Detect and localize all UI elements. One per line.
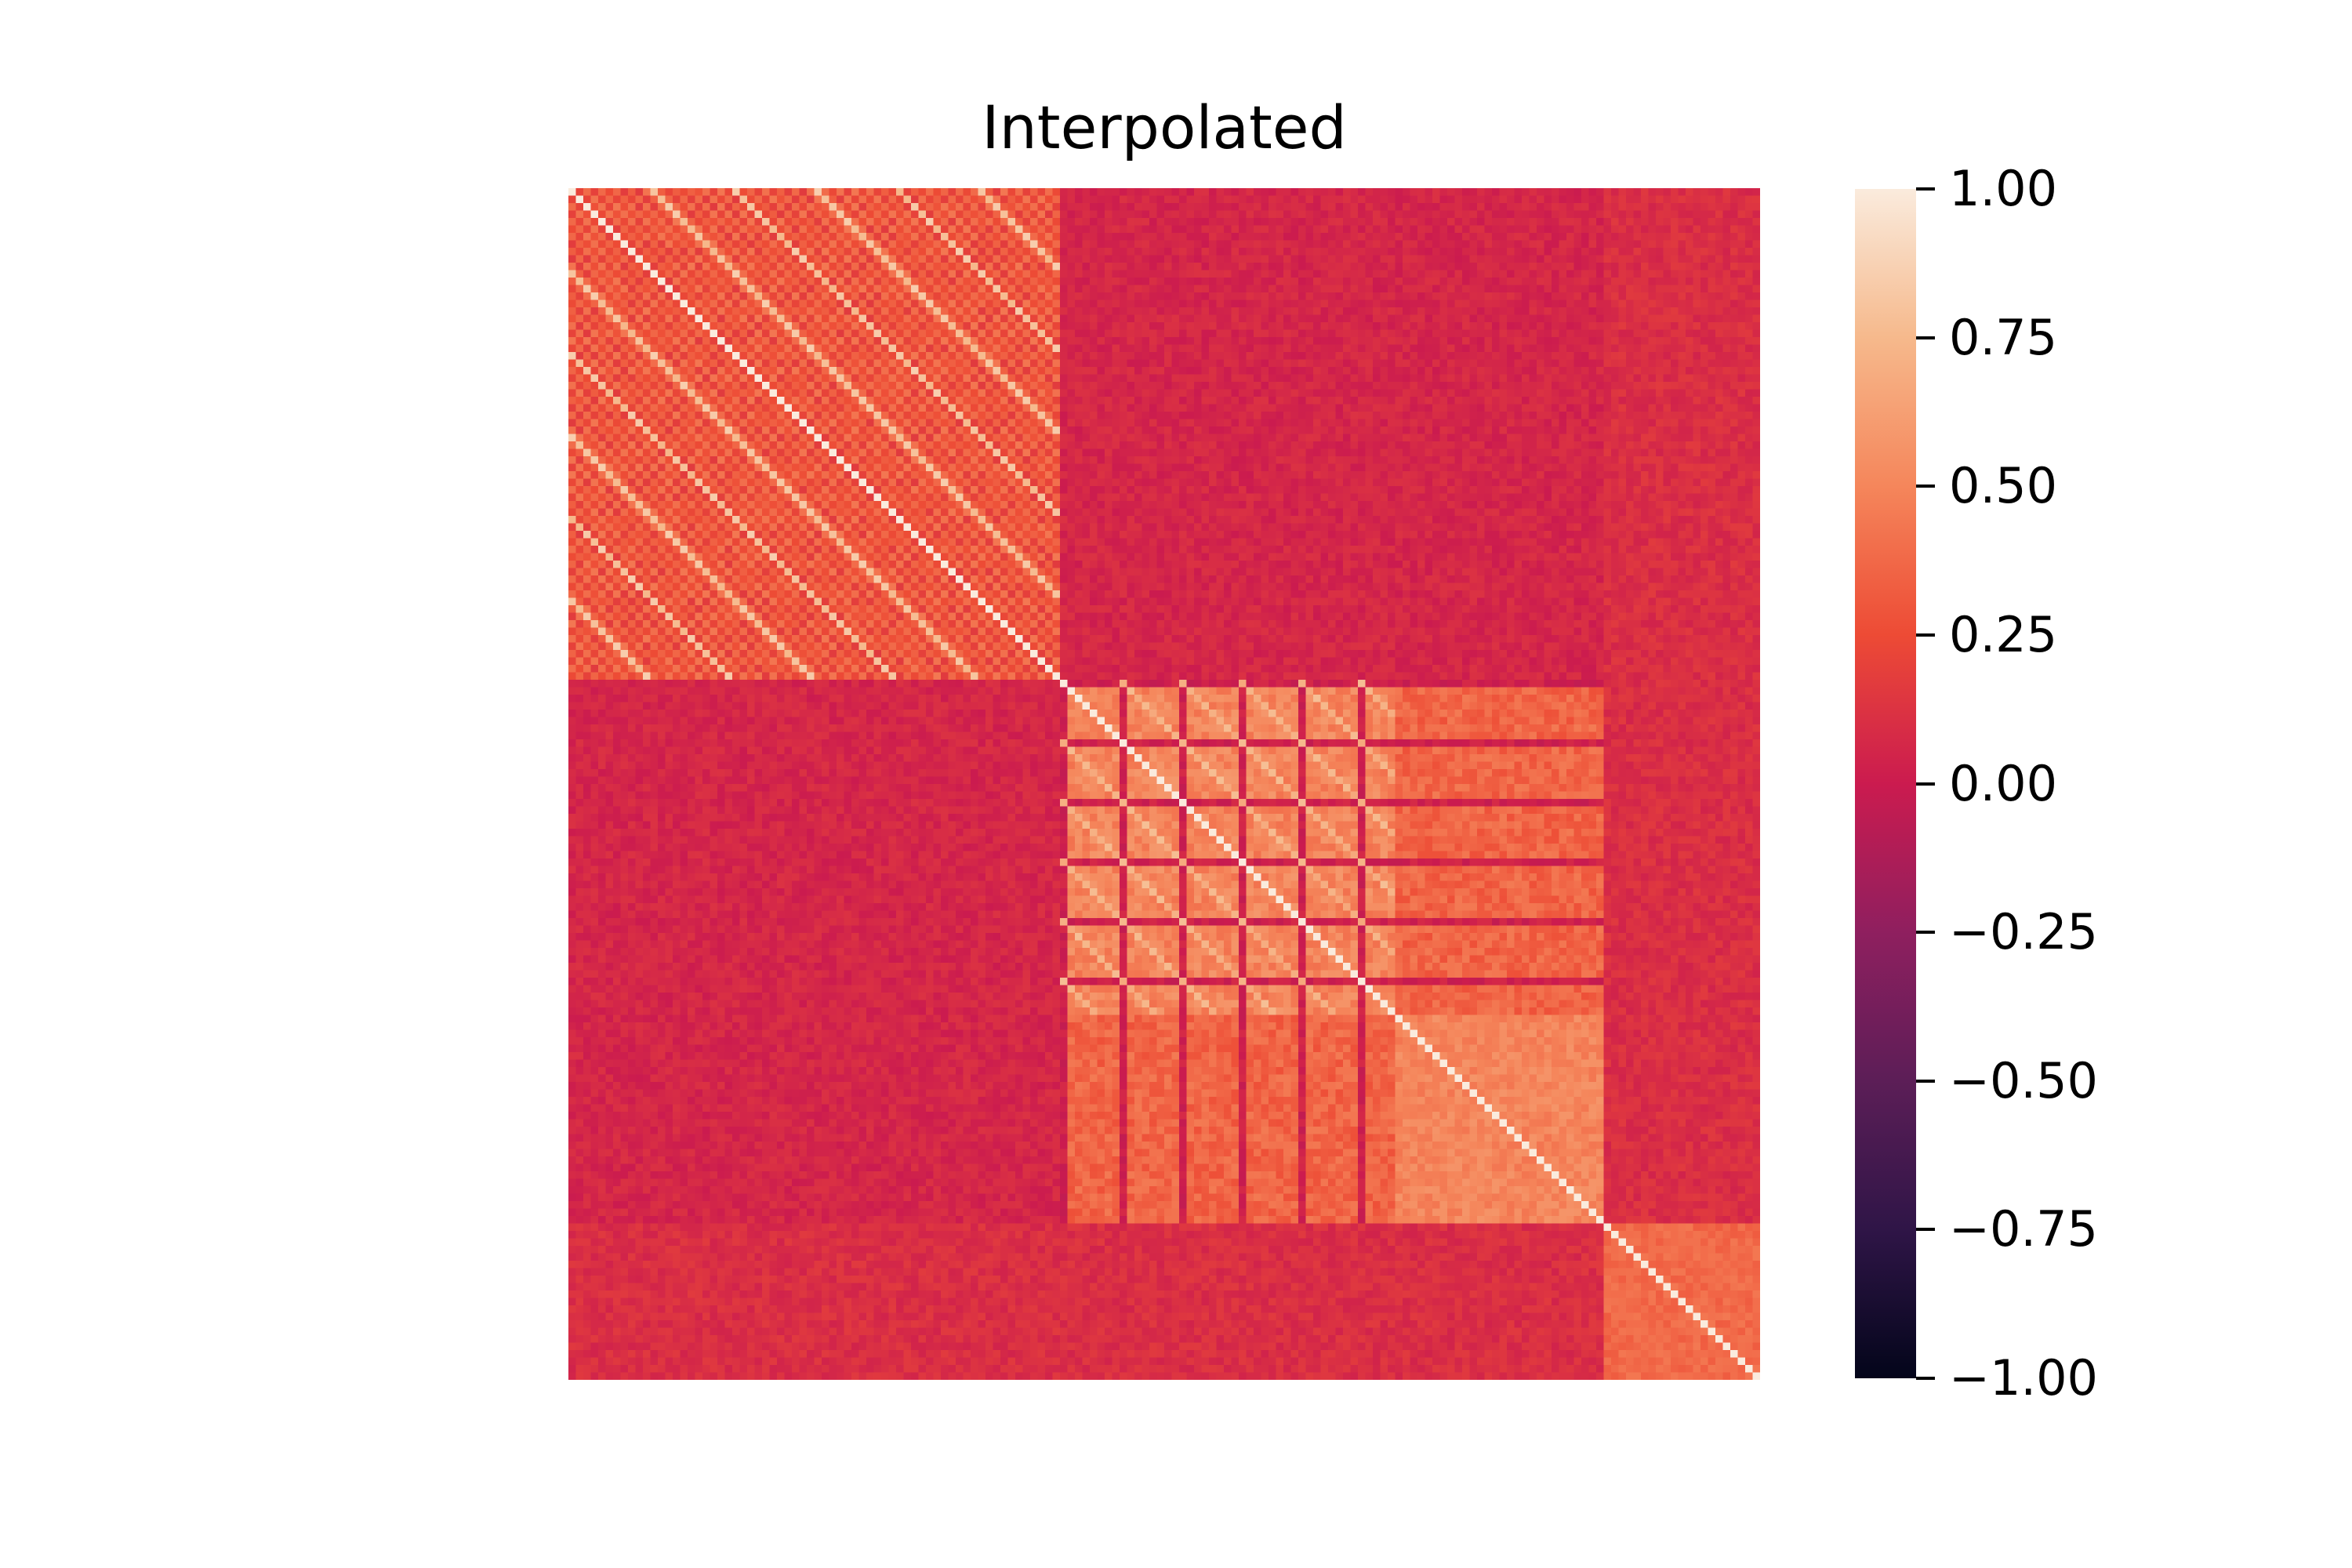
colorbar-tick-label: 0.50: [1949, 457, 2058, 515]
colorbar-tick: [1916, 187, 1935, 191]
colorbar-tick-label: −0.75: [1949, 1200, 2098, 1258]
colorbar-tick: [1916, 1377, 1935, 1380]
colorbar-axis: 1.00 0.75 0.50 0.25 0.00 −0.25 −0.50 −0.75 −1.00: [1916, 165, 2352, 1403]
colorbar-tick: [1916, 485, 1935, 488]
colorbar-tick-label: 0.75: [1949, 308, 2058, 366]
colorbar-tick-label: −0.25: [1949, 903, 2098, 961]
chart-title: Interpolated: [982, 93, 1347, 162]
colorbar-tick-label: 0.00: [1949, 754, 2058, 812]
colorbar: [1855, 189, 1916, 1378]
colorbar-tick-label: 0.25: [1949, 605, 2058, 663]
colorbar-tick: [1916, 633, 1935, 637]
colorbar-tick: [1916, 782, 1935, 786]
colorbar-tick: [1916, 1228, 1935, 1232]
heatmap: [568, 188, 1760, 1380]
colorbar-tick-label: −1.00: [1949, 1349, 2098, 1406]
colorbar-tick-label: 1.00: [1949, 160, 2058, 217]
colorbar-tick-label: −0.50: [1949, 1051, 2098, 1109]
colorbar-tick: [1916, 336, 1935, 339]
colorbar-tick: [1916, 1079, 1935, 1083]
colorbar-tick: [1916, 931, 1935, 935]
